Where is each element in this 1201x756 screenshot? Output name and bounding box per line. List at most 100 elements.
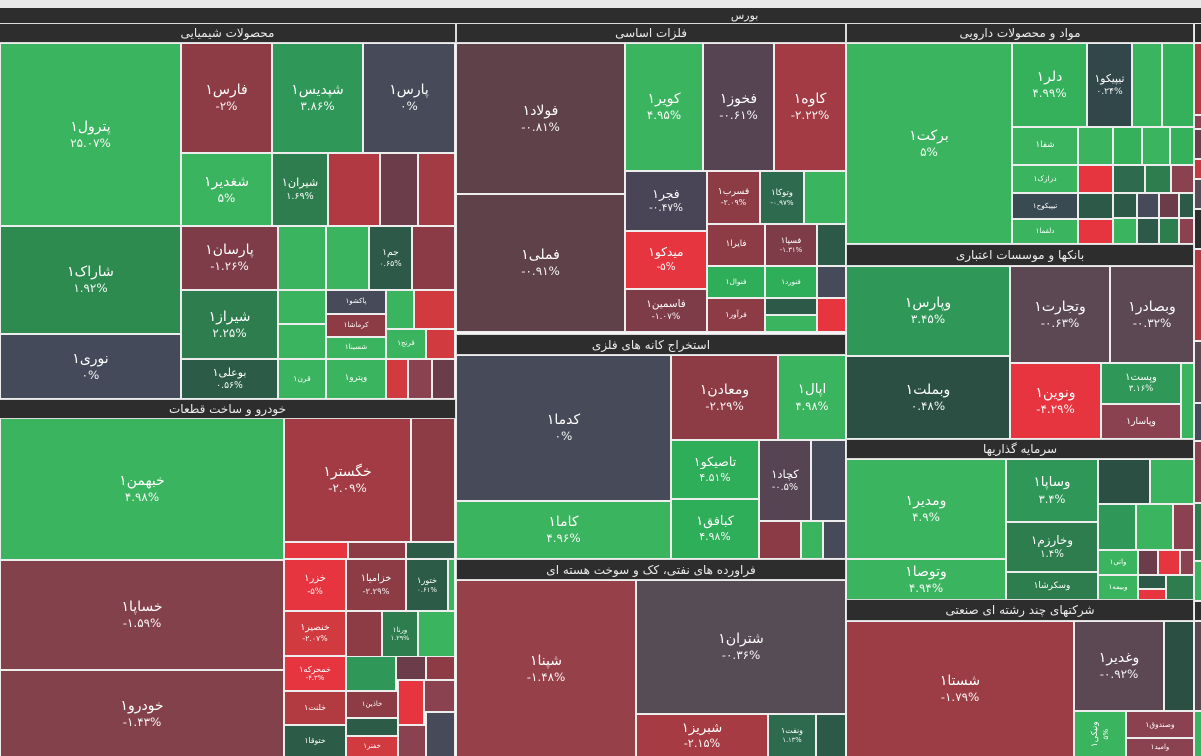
treemap-tile[interactable]: فجر۱ -۰.۴۷% xyxy=(626,172,706,230)
treemap-tile[interactable] xyxy=(818,299,845,331)
treemap-tile[interactable]: فنورد۱ xyxy=(766,267,816,297)
treemap-tile[interactable] xyxy=(327,227,368,289)
treemap-tile[interactable]: وپارس۱ ۳.۴۵% xyxy=(847,267,1009,355)
treemap-tile[interactable]: وصندوق۱ xyxy=(1127,712,1193,737)
treemap-tile[interactable] xyxy=(1195,562,1201,600)
treemap-tile[interactable] xyxy=(1172,166,1193,192)
treemap-tile[interactable]: تیپیکو۱ ۰.۲۴% xyxy=(1088,44,1131,126)
treemap-tile[interactable]: خنصیر۱ -۲.۰۷% xyxy=(285,612,345,655)
treemap-tile[interactable] xyxy=(412,419,454,541)
treemap-tile[interactable]: وتجارت۱ -۰.۶۳% xyxy=(1011,267,1109,362)
treemap-tile[interactable] xyxy=(1182,364,1193,438)
treemap-tile[interactable]: کبافق۱ ۴.۹۸% xyxy=(672,500,758,558)
treemap-tile[interactable] xyxy=(279,325,325,358)
treemap-tile[interactable]: خساپا۱ -۱.۵۹% xyxy=(1,561,283,669)
treemap-tile[interactable] xyxy=(766,316,816,331)
treemap-tile[interactable]: شسینا۱ xyxy=(327,338,385,358)
treemap-tile[interactable] xyxy=(285,543,347,558)
treemap-tile[interactable]: بوعلی۱ ۰.۵۶% xyxy=(182,360,277,398)
treemap-tile[interactable]: ومدیر۱ ۴.۹% xyxy=(847,460,1005,558)
treemap-tile[interactable] xyxy=(1171,128,1193,164)
treemap-tile[interactable]: وبملت۱ ۰.۴۸% xyxy=(847,357,1009,438)
treemap-tile[interactable]: فسپا۱ -۱.۳۱% xyxy=(766,225,816,265)
treemap-tile[interactable] xyxy=(1181,551,1193,574)
treemap-tile[interactable] xyxy=(433,360,454,398)
treemap-tile[interactable] xyxy=(409,360,431,398)
treemap-tile[interactable] xyxy=(1099,460,1149,503)
treemap-tile[interactable]: جم۱ ۰.۶۵% xyxy=(370,227,411,289)
treemap-tile[interactable] xyxy=(1174,505,1193,549)
treemap-tile[interactable] xyxy=(1195,250,1201,340)
treemap-tile[interactable] xyxy=(1160,194,1178,217)
treemap-tile[interactable] xyxy=(1151,460,1193,503)
treemap-tile[interactable] xyxy=(279,291,325,323)
treemap-tile[interactable] xyxy=(387,291,413,328)
treemap-tile[interactable]: ورنا۱ ۱.۲۹% xyxy=(383,612,417,656)
treemap-tile[interactable]: برکت۱ ۵% xyxy=(847,44,1011,243)
treemap-tile[interactable] xyxy=(399,726,425,756)
treemap-tile[interactable] xyxy=(387,360,407,398)
treemap-tile[interactable]: فخوز۱ -۰.۶۱% xyxy=(704,44,773,170)
treemap-tile[interactable] xyxy=(1195,116,1201,128)
treemap-tile[interactable]: اپال۱ ۴.۹۸% xyxy=(779,356,845,439)
treemap-tile[interactable]: وپترو۱ xyxy=(327,360,385,398)
treemap-tile[interactable]: وبصادر۱ -۰.۳۲% xyxy=(1111,267,1193,362)
treemap-tile[interactable]: پارس۱ ۰% xyxy=(364,44,454,152)
treemap-tile[interactable]: ونوین۱ -۴.۲۹% xyxy=(1011,364,1100,438)
treemap-tile[interactable]: شاراک۱ ۱.۹۲% xyxy=(1,227,180,333)
treemap-tile[interactable] xyxy=(427,657,454,679)
treemap-tile[interactable] xyxy=(1180,219,1193,243)
treemap-tile[interactable] xyxy=(1114,194,1136,217)
treemap-tile[interactable] xyxy=(1195,160,1201,178)
treemap-tile[interactable]: فرآور۱ xyxy=(708,299,764,331)
treemap-tile[interactable] xyxy=(1099,505,1135,549)
treemap-tile[interactable] xyxy=(1079,220,1112,243)
treemap-tile[interactable]: وسکرشا۱ xyxy=(1007,573,1097,600)
treemap-tile[interactable]: فسرب۱ -۲.۰۹% xyxy=(708,172,759,223)
treemap-tile[interactable] xyxy=(347,657,395,690)
treemap-tile[interactable] xyxy=(1160,219,1178,243)
treemap-tile[interactable] xyxy=(1195,180,1201,208)
treemap-tile[interactable]: خاذین۱ xyxy=(347,692,397,717)
treemap-tile[interactable]: خودرو۱ -۱.۴۳% xyxy=(1,671,283,756)
treemap-tile[interactable] xyxy=(1195,24,1201,42)
treemap-tile[interactable]: شپدیس۱ ۳.۸۶% xyxy=(273,44,362,152)
treemap-tile[interactable] xyxy=(449,560,454,610)
treemap-tile[interactable] xyxy=(413,227,454,289)
treemap-tile[interactable]: فنوال۱ xyxy=(708,267,764,297)
treemap-tile[interactable]: شبریز۱ -۲.۱۵% xyxy=(637,715,767,756)
treemap-tile[interactable] xyxy=(824,522,845,558)
treemap-tile[interactable]: میدکو۱ -۵% xyxy=(626,232,706,288)
treemap-tile[interactable] xyxy=(419,154,454,225)
treemap-tile[interactable]: وپاسار۱ xyxy=(1102,405,1180,438)
treemap-tile[interactable] xyxy=(1079,194,1112,218)
treemap-tile[interactable] xyxy=(812,441,845,520)
treemap-tile[interactable]: شتران۱ -۰.۳۶% xyxy=(637,581,845,713)
treemap-tile[interactable] xyxy=(427,713,454,756)
treemap-tile[interactable]: وبیمه۱ xyxy=(1099,576,1137,600)
treemap-tile[interactable] xyxy=(349,543,405,558)
treemap-tile[interactable] xyxy=(1079,166,1112,192)
treemap-tile[interactable]: ختوقا۱ xyxy=(285,726,345,756)
treemap-tile[interactable]: فاسمین۱ -۱.۰۷% xyxy=(626,290,706,331)
treemap-tile[interactable]: واتی۱ xyxy=(1099,551,1137,574)
treemap-tile[interactable]: خگستر۱ -۲.۰۹% xyxy=(285,419,410,541)
treemap-tile[interactable] xyxy=(407,543,454,558)
treemap-tile[interactable] xyxy=(279,227,325,289)
treemap-tile[interactable] xyxy=(329,154,379,225)
treemap-tile[interactable] xyxy=(818,267,845,297)
treemap-tile[interactable] xyxy=(1133,44,1161,126)
treemap-tile[interactable] xyxy=(1137,505,1172,549)
treemap-tile[interactable]: خفنر۱ xyxy=(347,737,397,756)
treemap-tile[interactable]: دلر۱ ۴.۹۹% xyxy=(1013,44,1086,126)
treemap-tile[interactable] xyxy=(1195,602,1201,620)
treemap-tile[interactable]: قرن۱ xyxy=(279,360,325,398)
treemap-tile[interactable] xyxy=(1165,622,1193,710)
treemap-tile[interactable] xyxy=(1195,210,1201,248)
treemap-tile[interactable] xyxy=(1195,622,1201,710)
treemap-tile[interactable]: فارس۱ -۲% xyxy=(182,44,271,152)
treemap-tile[interactable] xyxy=(766,299,816,314)
treemap-tile[interactable] xyxy=(1195,712,1201,756)
treemap-tile[interactable]: تیپیکوح۱ xyxy=(1013,194,1077,218)
treemap-tile[interactable]: کرماشا۱ xyxy=(327,315,385,336)
